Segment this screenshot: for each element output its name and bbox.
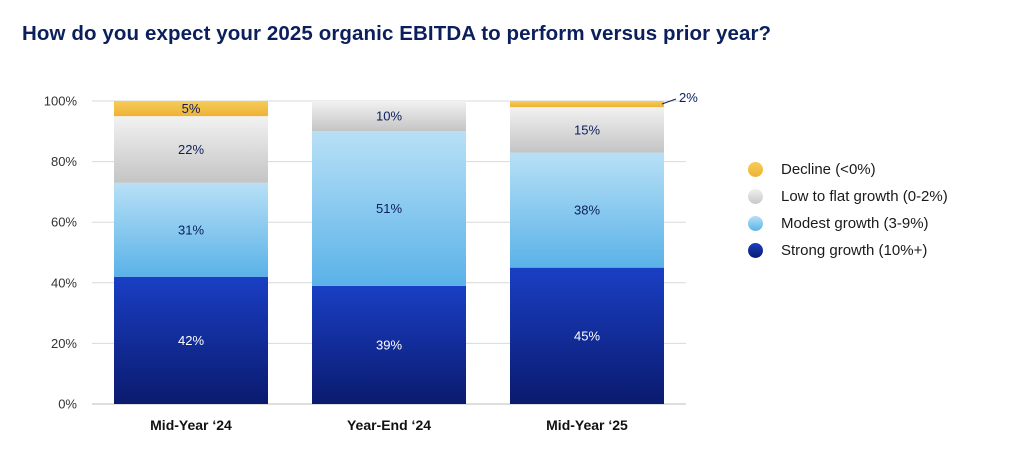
legend-item: Modest growth (3-9%): [748, 210, 948, 237]
data-label: 22%: [178, 142, 204, 157]
data-label: 51%: [376, 201, 402, 216]
x-tick-label: Mid-Year ‘24: [150, 417, 232, 433]
y-tick-label: 0%: [58, 397, 77, 412]
data-label: 10%: [376, 109, 402, 124]
bar-segment: [312, 101, 466, 132]
legend: Decline (<0%) Low to flat growth (0-2%) Mo…: [748, 156, 948, 264]
bar-segment: [114, 101, 268, 117]
legend-item: Low to flat growth (0-2%): [748, 183, 948, 210]
legend-swatch: [748, 189, 763, 204]
y-tick-label: 60%: [51, 215, 77, 230]
legend-item: Strong growth (10%+): [748, 237, 948, 264]
data-label: 2%: [679, 90, 698, 105]
legend-swatch: [748, 162, 763, 177]
bar-segment: [114, 276, 268, 404]
legend-label: Modest growth (3-9%): [781, 215, 929, 232]
data-label: 5%: [182, 101, 201, 116]
x-tick-label: Mid-Year ‘25: [546, 417, 628, 433]
chart-title: How do you expect your 2025 organic EBIT…: [22, 22, 772, 45]
y-axis: 0% 20% 40% 60% 80% 100%: [44, 94, 78, 412]
data-label: 31%: [178, 222, 204, 237]
legend-label: Low to flat growth (0-2%): [781, 188, 948, 205]
y-tick-label: 40%: [51, 275, 77, 290]
data-label: 15%: [574, 122, 600, 137]
legend-label: Strong growth (10%+): [781, 242, 928, 259]
x-tick-label: Year-End ‘24: [347, 417, 431, 433]
y-tick-label: 100%: [44, 94, 78, 109]
data-label: 45%: [574, 328, 600, 343]
y-tick-label: 80%: [51, 154, 77, 169]
bar-segment: [312, 285, 466, 404]
legend-swatch: [748, 243, 763, 258]
legend-swatch: [748, 216, 763, 231]
bar-segment: [510, 101, 664, 108]
legend-item: Decline (<0%): [748, 156, 948, 183]
bar-segment: [510, 152, 664, 268]
data-label: 42%: [178, 333, 204, 348]
bar-segment: [312, 131, 466, 286]
bar-segment: [114, 116, 268, 183]
bar-segment: [510, 267, 664, 404]
bars: 42% 31% 22% 5% 39% 51% 10% 45% 38% 15% 2%: [114, 90, 698, 404]
data-label: 38%: [574, 203, 600, 218]
x-axis: Mid-Year ‘24 Year-End ‘24 Mid-Year ‘25: [150, 417, 628, 433]
leader-line: [661, 98, 677, 105]
bar-segment: [510, 107, 664, 153]
data-label: 39%: [376, 337, 402, 352]
legend-label: Decline (<0%): [781, 161, 876, 178]
y-tick-label: 20%: [51, 336, 77, 351]
bar-segment: [114, 182, 268, 277]
